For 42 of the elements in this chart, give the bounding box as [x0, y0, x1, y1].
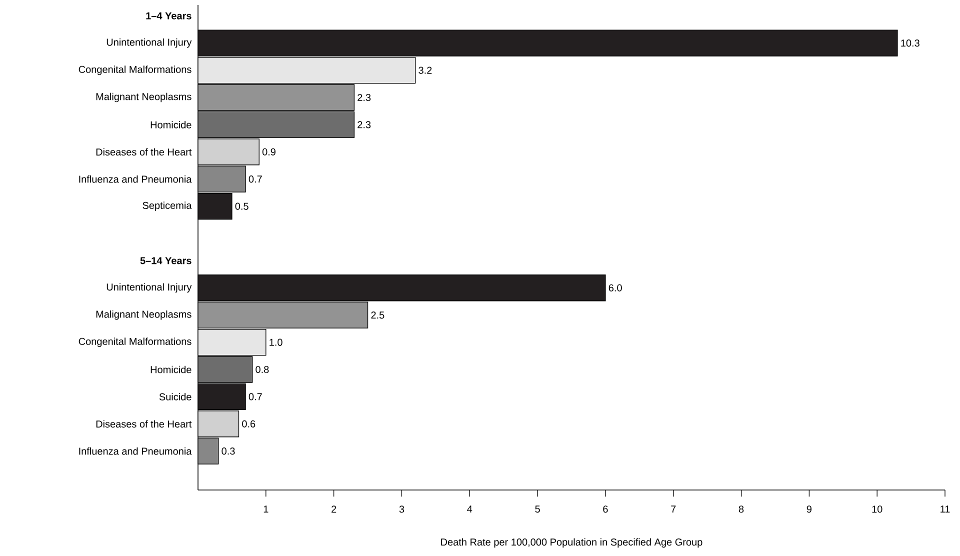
- y-tick-label: 1–4 Years: [146, 12, 192, 20]
- y-tick-label: Diseases of the Heart: [96, 420, 192, 428]
- x-tick-label: 11: [940, 506, 950, 512]
- data-label: 0.7: [248, 176, 262, 183]
- data-label: 2.3: [358, 121, 371, 128]
- y-tick-label: 5–14 Years: [140, 257, 192, 264]
- x-tick-label: 7: [671, 506, 676, 512]
- data-label: 0.3: [222, 448, 235, 455]
- data-label: 1.0: [270, 338, 282, 346]
- y-tick-label: Unintentional Injury: [106, 283, 192, 293]
- x-tick-label: 6: [603, 506, 608, 513]
- data-label: 0.6: [242, 420, 256, 428]
- y-tick-label: Influenza and Pneumonia: [79, 447, 192, 455]
- x-tick-label: 2: [332, 506, 336, 513]
- x-tick-label: 5: [535, 506, 540, 513]
- data-label: 10.3: [901, 40, 920, 47]
- x-tick-label: 4: [467, 506, 472, 512]
- x-tick-label: 10: [872, 506, 882, 513]
- data-label: 0.9: [262, 148, 276, 156]
- data-label: 2.5: [371, 312, 384, 319]
- y-tick-label: Homicide: [150, 121, 192, 128]
- data-label: 0.5: [235, 202, 248, 210]
- y-tick-label: Malignant Neoplasms: [96, 310, 192, 320]
- y-tick-label: Suicide: [159, 393, 192, 400]
- y-tick-label: Septicemia: [142, 202, 192, 211]
- x-tick-label: 3: [399, 506, 404, 513]
- y-tick-label: Homicide: [150, 366, 192, 374]
- x-tick-label: 1: [264, 506, 268, 512]
- y-tick-label: Unintentional Injury: [106, 38, 192, 48]
- data-label: 2.3: [358, 94, 371, 102]
- data-label: 6.0: [608, 284, 622, 292]
- y-tick-label: Congenital Malformations: [78, 66, 192, 75]
- x-axis-title: Death Rate per 100,000 Population in Specified Age Group: [441, 538, 702, 548]
- y-tick-label: Diseases of the Heart: [96, 148, 192, 156]
- data-label: 0.8: [256, 366, 269, 374]
- y-tick-label: Influenza and Pneumonia: [79, 175, 192, 183]
- x-tick-label: 9: [806, 506, 812, 513]
- data-label: 3.2: [418, 66, 432, 74]
- y-tick-label: Congenital Malformations: [78, 338, 192, 347]
- y-tick-label: Malignant Neoplasms: [96, 92, 192, 102]
- data-label: 0.7: [248, 393, 262, 400]
- x-tick-label: 8: [738, 506, 744, 513]
